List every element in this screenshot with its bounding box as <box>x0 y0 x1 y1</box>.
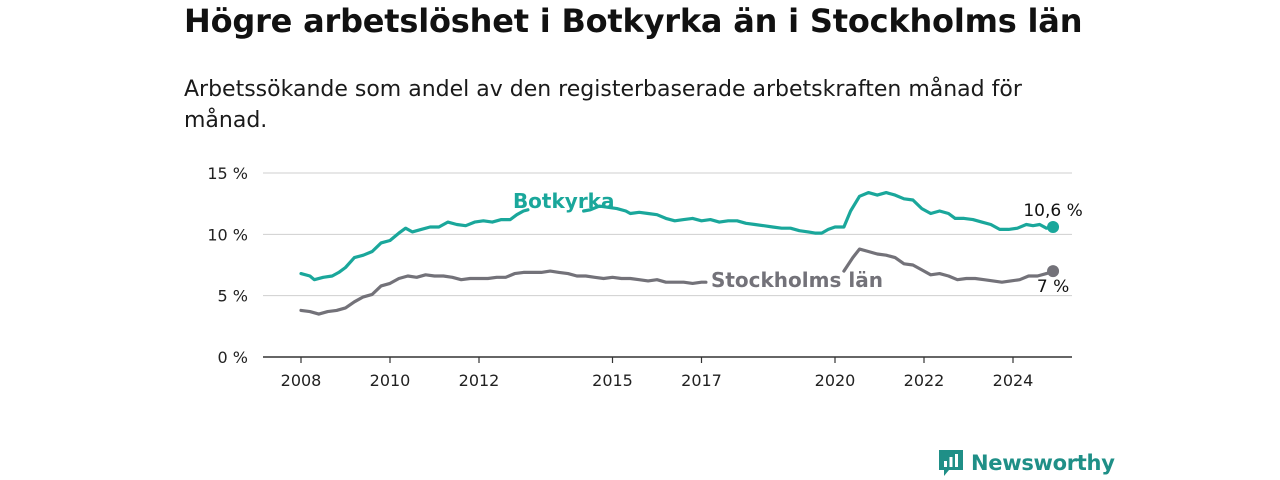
x-tick-label: 2008 <box>281 371 322 390</box>
series-line-botkyrka <box>299 208 530 282</box>
y-axis-ticks: 0 % 5 % 10 % 15 % <box>207 164 248 367</box>
y-tick-label: 10 % <box>207 225 248 244</box>
newsworthy-logo-icon <box>939 450 963 476</box>
x-tick-label: 2015 <box>592 371 633 390</box>
series-name-label: Botkyrka <box>513 189 615 213</box>
x-tick-label: 2017 <box>681 371 722 390</box>
series-line-botkyrka <box>582 191 1055 235</box>
chart-title: Högre arbetslöshet i Botkyrka än i Stock… <box>184 2 1083 40</box>
x-tick-label: 2020 <box>815 371 856 390</box>
series-labels: Botkyrka 10,6 % Stockholms län 7 % <box>513 189 1083 297</box>
x-tick-label: 2024 <box>993 371 1034 390</box>
gridlines <box>263 172 1072 358</box>
series-end-value-label: 10,6 % <box>1023 201 1082 221</box>
x-tick-label: 2012 <box>459 371 500 390</box>
x-axis-ticks: 2008 2010 2012 2015 2017 2020 2022 2024 <box>281 357 1034 390</box>
series-lines <box>299 191 1060 316</box>
series-line-stockholms-lan <box>299 269 708 316</box>
brand-logo[interactable]: Newsworthy <box>937 448 1115 478</box>
x-tick-label: 2022 <box>904 371 945 390</box>
series-end-point <box>1047 265 1060 278</box>
series-end-point <box>1047 220 1060 233</box>
y-tick-label: 15 % <box>207 164 248 183</box>
brand-name: Newsworthy <box>971 451 1115 475</box>
series-line-stockholms-lan <box>842 247 1055 284</box>
series-end-value-label: 7 % <box>1037 277 1069 297</box>
series-name-label: Stockholms län <box>711 268 883 292</box>
chart-subtitle: Arbetssökande som andel av den registerb… <box>184 77 1022 133</box>
y-tick-label: 5 % <box>218 287 248 306</box>
x-tick-label: 2010 <box>370 371 411 390</box>
y-tick-label: 0 % <box>218 348 248 367</box>
